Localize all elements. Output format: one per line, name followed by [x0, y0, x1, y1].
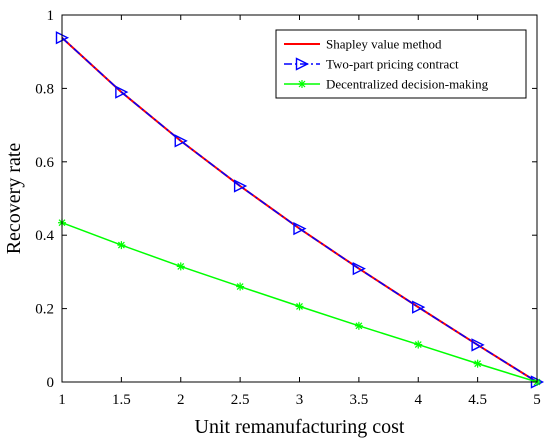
series-2-marker-5 [293, 221, 307, 236]
x-tick-label: 5 [533, 392, 541, 408]
x-axis-label: Unit remanufacturing cost [195, 416, 405, 438]
series-2-marker-7 [412, 300, 426, 314]
legend-marker-2 [295, 57, 310, 71]
x-tick-label: 1 [58, 392, 66, 408]
series-3-marker-6 [354, 321, 363, 330]
x-tick-label: 4.5 [468, 392, 487, 408]
series-2-marker-3 [174, 134, 188, 148]
legend: Shapley value method Two-part pricing con… [275, 29, 527, 99]
series-3-marker-4 [236, 282, 245, 291]
y-axis-label: Recovery rate [3, 143, 25, 255]
x-tick-label: 2.5 [231, 392, 250, 408]
y-tick-label: 1 [47, 8, 55, 24]
series-2-marker-8 [471, 338, 485, 352]
series-3-marker-5 [295, 302, 304, 311]
y-tick-label: 0.4 [35, 228, 54, 244]
legend-label-3: Decentralized decision-making [326, 77, 489, 92]
y-tick-label: 0 [47, 375, 55, 391]
x-tick-label: 3 [296, 392, 304, 408]
series-line-2 [61, 37, 538, 383]
legend-marker-3 [298, 80, 306, 88]
series-3-marker-2 [117, 241, 126, 250]
legend-label-2: Two-part pricing contract [326, 57, 459, 72]
x-tick-label: 4 [415, 392, 423, 408]
ticks-group: 1 1.5 2 2.5 3 3.5 4 4.5 5 0 0.2 0.4 0.6 0.8 1 [35, 8, 541, 408]
x-tick-label: 3.5 [350, 392, 369, 408]
series-2-marker-6 [352, 261, 366, 276]
legend-label-1: Shapley value method [326, 37, 442, 52]
series-line-3 [61, 222, 538, 383]
series-3-marker-3 [176, 262, 185, 271]
series-3-marker-8 [473, 359, 482, 368]
series-2-marker-4 [233, 179, 248, 193]
x-tick-label: 2 [177, 392, 185, 408]
series-3-marker-7 [414, 340, 423, 349]
y-tick-label: 0.6 [35, 155, 54, 171]
y-tick-label: 0.8 [35, 81, 54, 97]
y-tick-label: 0.2 [35, 302, 54, 318]
x-tick-label: 1.5 [112, 392, 131, 408]
series-2-marker-2 [115, 85, 129, 99]
